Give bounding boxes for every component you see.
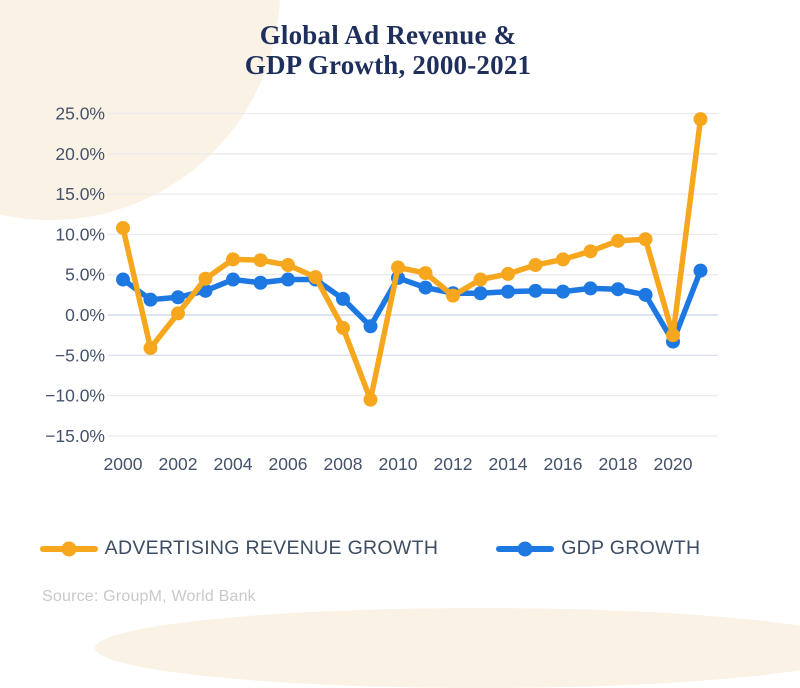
data-point-gdp-growth-2013[interactable] (473, 286, 488, 301)
x-axis-tick-label: 2008 (324, 454, 363, 474)
data-point-gdp-growth-2019[interactable] (638, 287, 653, 302)
x-axis-tick-label: 2010 (379, 454, 418, 474)
data-point-gdp-growth-2015[interactable] (528, 283, 543, 298)
data-point-advertising-revenue-growth-2009[interactable] (363, 392, 378, 407)
data-point-advertising-revenue-growth-2003[interactable] (198, 271, 213, 286)
decorative-blob-bottom (95, 608, 800, 688)
line-chart: 25.0% 20.0% 15.0% 10.0% 5.0% 0.0% −5.0% −10.0% −… (45, 104, 718, 474)
x-axis-tick-label: 2014 (489, 454, 528, 474)
data-point-gdp-growth-2009[interactable] (363, 319, 378, 334)
data-point-gdp-growth-2011[interactable] (418, 280, 433, 295)
data-point-advertising-revenue-growth-2000[interactable] (116, 220, 130, 235)
y-axis-tick-label: 5.0% (65, 265, 105, 285)
y-axis-tick-label: −5.0% (55, 345, 105, 365)
x-axis-tick-label: 2002 (159, 454, 198, 474)
data-point-advertising-revenue-growth-2010[interactable] (391, 260, 405, 275)
data-point-gdp-growth-2014[interactable] (501, 284, 515, 299)
x-axis-tick-label: 2020 (654, 454, 693, 474)
legend-item-gdp-growth[interactable]: GDP GROWTH (496, 537, 700, 560)
y-axis-tick-label: 20.0% (55, 144, 105, 164)
x-axis-tick-label: 2016 (544, 454, 583, 474)
data-point-gdp-growth-2005[interactable] (253, 275, 268, 290)
chart-legend: ADVERTISING REVENUE GROWTH GDP GROWTH (0, 537, 770, 560)
series-line-gdp-growth (120, 267, 704, 345)
data-point-advertising-revenue-growth-2001[interactable] (143, 341, 158, 356)
series-line-advertising-revenue-growth (120, 116, 704, 403)
data-point-advertising-revenue-growth-2011[interactable] (418, 266, 433, 281)
y-axis-tick-label: 25.0% (55, 104, 105, 124)
legend-marker-advertising-revenue-growth (39, 541, 98, 556)
data-point-gdp-growth-2018[interactable] (611, 282, 625, 297)
legend-item-advertising-revenue-growth[interactable]: ADVERTISING REVENUE GROWTH (39, 537, 439, 560)
data-point-advertising-revenue-growth-2008[interactable] (336, 320, 350, 335)
chart-title-line2: GDP Growth, 2000-2021 (244, 50, 532, 80)
data-point-advertising-revenue-growth-2004[interactable] (226, 252, 240, 267)
data-point-gdp-growth-2001[interactable] (143, 292, 158, 307)
data-point-advertising-revenue-growth-2014[interactable] (501, 266, 515, 281)
data-point-advertising-revenue-growth-2007[interactable] (308, 270, 323, 285)
data-point-advertising-revenue-growth-2005[interactable] (253, 253, 268, 268)
data-point-advertising-revenue-growth-2006[interactable] (281, 258, 295, 273)
legend-label-advertising-revenue-growth: ADVERTISING REVENUE GROWTH (104, 537, 439, 559)
y-axis-tick-label: 0.0% (65, 305, 105, 325)
data-point-advertising-revenue-growth-2021[interactable] (693, 112, 708, 127)
x-axis-tick-label: 2004 (214, 454, 253, 474)
y-axis-tick-label: −15.0% (45, 426, 105, 446)
data-point-advertising-revenue-growth-2016[interactable] (556, 252, 570, 267)
data-point-gdp-growth-2002[interactable] (171, 290, 185, 305)
x-axis-tick-label: 2012 (434, 454, 473, 474)
y-axis-tick-label: 15.0% (55, 184, 105, 204)
data-point-advertising-revenue-growth-2002[interactable] (171, 306, 185, 321)
data-point-advertising-revenue-growth-2012[interactable] (446, 288, 460, 303)
y-axis-tick-label: 10.0% (55, 224, 105, 244)
x-axis-tick-label: 2000 (104, 454, 143, 474)
data-point-gdp-growth-2000[interactable] (116, 272, 130, 287)
legend-label-gdp-growth: GDP GROWTH (561, 537, 701, 559)
data-point-gdp-growth-2004[interactable] (226, 272, 240, 287)
data-point-gdp-growth-2017[interactable] (583, 281, 598, 296)
x-axis-tick-label: 2018 (599, 454, 638, 474)
data-point-gdp-growth-2008[interactable] (336, 291, 350, 306)
chart-title-line1: Global Ad Revenue & (259, 20, 517, 50)
data-point-gdp-growth-2006[interactable] (281, 272, 295, 287)
data-point-gdp-growth-2016[interactable] (556, 284, 570, 299)
data-point-advertising-revenue-growth-2020[interactable] (666, 328, 680, 343)
data-point-gdp-growth-2021[interactable] (693, 263, 708, 278)
chart-title: Global Ad Revenue & GDP Growth, 2000-2021 (0, 20, 788, 80)
data-point-advertising-revenue-growth-2015[interactable] (528, 258, 543, 273)
data-point-advertising-revenue-growth-2017[interactable] (583, 244, 598, 259)
data-point-advertising-revenue-growth-2018[interactable] (611, 233, 625, 248)
source-attribution: Source: GroupM, World Bank (42, 588, 256, 605)
y-axis-tick-label: −10.0% (45, 386, 105, 406)
data-point-advertising-revenue-growth-2019[interactable] (638, 232, 653, 247)
legend-marker-gdp-growth (496, 541, 555, 556)
x-axis-tick-label: 2006 (269, 454, 308, 474)
data-point-advertising-revenue-growth-2013[interactable] (473, 272, 488, 287)
